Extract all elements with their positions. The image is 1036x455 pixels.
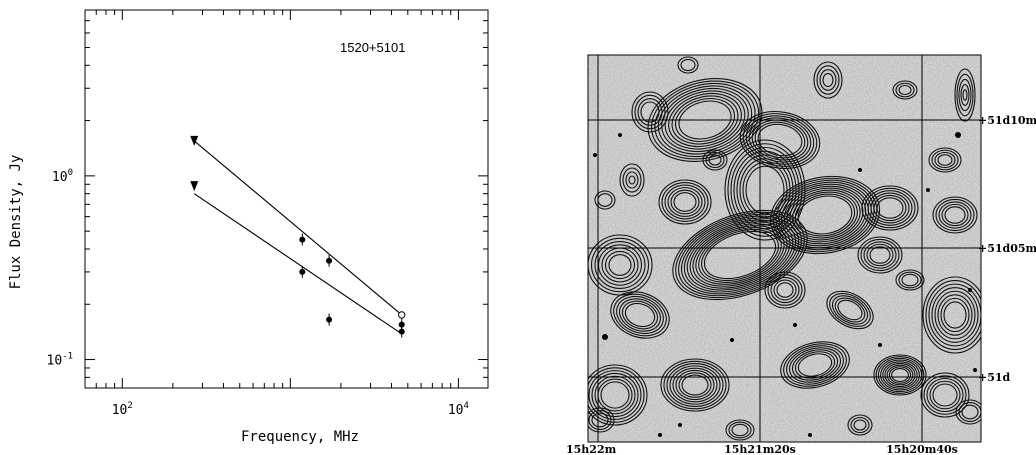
contour-blob	[847, 414, 873, 436]
contour-blob	[588, 407, 615, 433]
spectrum-plot: 102 104 100 10-1 1520+5101 Frequency, MHz F…	[8, 9, 489, 445]
contour-blob	[780, 341, 850, 389]
contour-blob	[826, 290, 874, 330]
dec-label: +51d	[978, 371, 1011, 384]
contour-blob	[610, 291, 670, 339]
x-axis-title: Frequency, MHz	[241, 429, 359, 445]
dec-label: +51d10m	[978, 114, 1036, 127]
contour-blob	[725, 419, 755, 441]
filled-circle-point	[299, 265, 306, 278]
stars	[593, 132, 977, 437]
contour-blob	[892, 80, 918, 100]
star-dot	[593, 153, 597, 157]
star-dot	[878, 343, 882, 347]
contour-blob	[895, 269, 925, 291]
y-axis-title: Flux Density, Jy	[8, 155, 24, 290]
contour-blob	[739, 111, 821, 169]
filled-circle-point	[326, 254, 333, 267]
contour-blob	[920, 372, 970, 418]
filled-circle-point	[299, 233, 306, 246]
contour-blob	[702, 149, 728, 171]
star-dot	[793, 323, 797, 327]
star-dot	[618, 133, 622, 137]
axis-ticks: 102 104 100 10-1	[47, 9, 488, 418]
dec-label: +51d05m	[978, 242, 1036, 255]
star-dot	[658, 433, 662, 437]
contour-blob	[928, 147, 962, 173]
filled-circle-point	[398, 325, 405, 338]
star-dot	[730, 338, 734, 342]
source-annotation: 1520+5101	[340, 40, 405, 55]
contour-blob	[658, 179, 712, 225]
star-dot	[926, 188, 930, 192]
ra-label: 15h21m20s	[724, 443, 796, 455]
contour-blob	[677, 56, 699, 74]
star-dot	[973, 368, 977, 372]
star-dot	[602, 334, 608, 340]
open-circle-point	[398, 311, 406, 319]
x-tick-label: 102	[112, 401, 133, 418]
triangle-point	[190, 181, 199, 192]
filled-circle-point	[326, 313, 333, 326]
ra-label: 15h22m	[566, 443, 617, 455]
radio-contour-map: +51d10m +51d05m +51d 15h22m 15h21m20s 15…	[566, 54, 1036, 455]
star-dot	[858, 168, 862, 172]
contour-blob	[764, 271, 806, 309]
contour-blob	[954, 68, 976, 122]
ra-label: 15h20m40s	[886, 443, 958, 455]
y-tick-label: 10-1	[47, 352, 74, 369]
star-dot	[678, 423, 682, 427]
contour-blob	[857, 236, 903, 274]
data-points	[190, 135, 406, 338]
contour-blob	[619, 163, 645, 197]
coordinate-grid	[588, 55, 981, 442]
contour-blob	[660, 358, 730, 412]
star-dot	[968, 288, 972, 292]
contour-blob	[955, 399, 981, 425]
contour-blob	[861, 185, 919, 231]
star-dot	[808, 433, 812, 437]
fit-lines	[193, 140, 403, 335]
contours	[588, 56, 981, 441]
contour-blob	[672, 209, 808, 301]
map-frame	[587, 54, 982, 443]
contour-blob	[932, 196, 978, 234]
triangle-point	[190, 135, 199, 146]
fit-line	[193, 140, 403, 316]
star-dot	[955, 132, 961, 138]
contour-blob	[631, 91, 669, 133]
contour-blob	[922, 276, 981, 354]
contour-blob	[813, 61, 843, 99]
fit-line	[193, 193, 403, 335]
contour-blob	[588, 364, 648, 426]
contour-blob	[724, 139, 806, 241]
x-tick-label: 104	[448, 401, 469, 418]
y-tick-label: 100	[52, 168, 73, 185]
contour-blob	[647, 77, 763, 163]
plot-frame	[84, 9, 489, 389]
